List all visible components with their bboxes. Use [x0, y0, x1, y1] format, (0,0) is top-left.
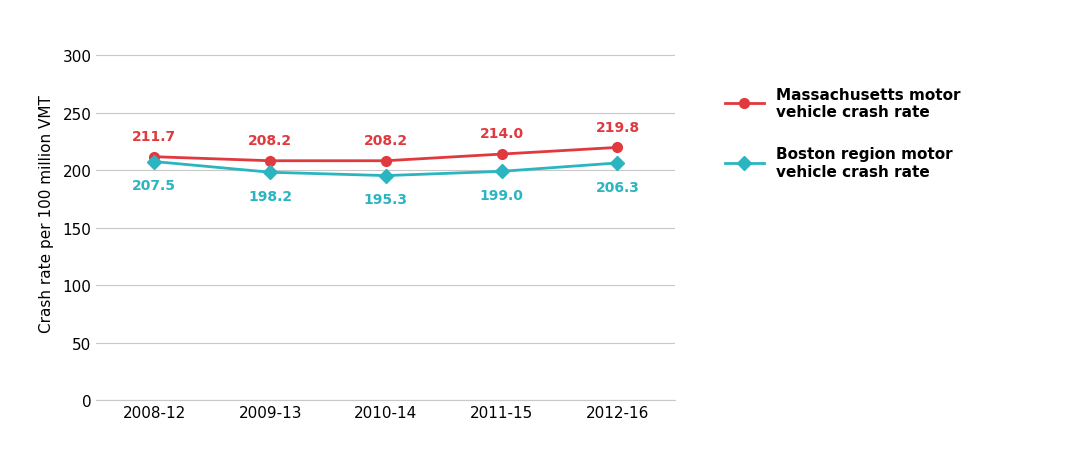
- Boston region motor
vehicle crash rate: [611, 161, 624, 166]
- Text: 206.3: 206.3: [596, 180, 639, 194]
- Text: 211.7: 211.7: [132, 130, 177, 143]
- Line: Boston region motor
vehicle crash rate: Boston region motor vehicle crash rate: [149, 157, 623, 181]
- Massachusetts motor
vehicle crash rate: [611, 145, 624, 151]
- Text: 199.0: 199.0: [480, 188, 523, 202]
- Massachusetts motor
vehicle crash rate: [264, 159, 277, 164]
- Text: 198.2: 198.2: [248, 189, 293, 203]
- Boston region motor
vehicle crash rate: [264, 170, 277, 176]
- Line: Massachusetts motor
vehicle crash rate: Massachusetts motor vehicle crash rate: [149, 143, 623, 166]
- Text: 208.2: 208.2: [248, 134, 293, 147]
- Legend: Massachusetts motor
vehicle crash rate, Boston region motor
vehicle crash rate: Massachusetts motor vehicle crash rate, …: [718, 80, 968, 187]
- Boston region motor
vehicle crash rate: [379, 173, 392, 179]
- Boston region motor
vehicle crash rate: [148, 159, 161, 165]
- Text: 208.2: 208.2: [363, 134, 408, 147]
- Boston region motor
vehicle crash rate: [495, 169, 508, 175]
- Text: 219.8: 219.8: [595, 120, 640, 134]
- Massachusetts motor
vehicle crash rate: [379, 159, 392, 164]
- Massachusetts motor
vehicle crash rate: [148, 155, 161, 160]
- Text: 214.0: 214.0: [479, 127, 524, 141]
- Y-axis label: Crash rate per 100 million VMT: Crash rate per 100 million VMT: [40, 95, 55, 333]
- Massachusetts motor
vehicle crash rate: [495, 152, 508, 157]
- Text: 207.5: 207.5: [132, 179, 177, 193]
- Text: 195.3: 195.3: [363, 193, 408, 207]
